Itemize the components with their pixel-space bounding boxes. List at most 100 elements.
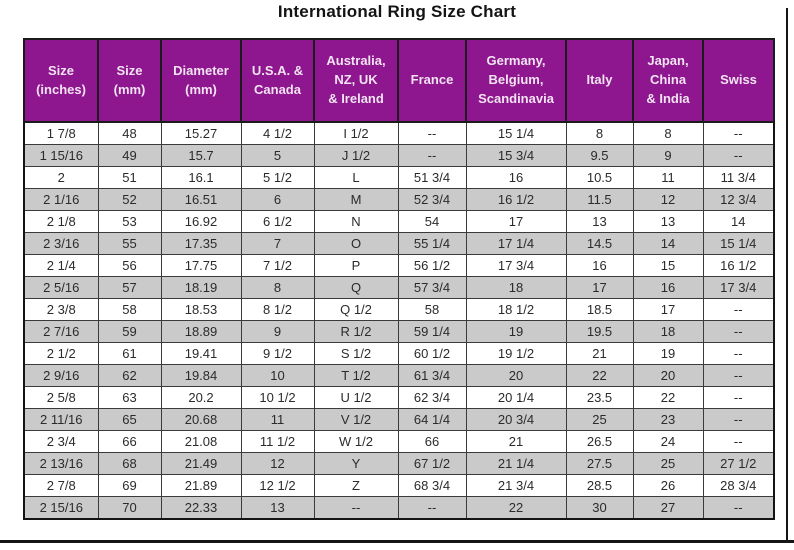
table-row: 2 7/16 59 18.89 9 R 1/2 59 1/4 19 19.5 18 -- [23,320,775,343]
table-cell: 13 [565,210,634,233]
table-cell: 17.75 [160,254,242,277]
table-cell: 21 [565,342,634,365]
table-cell: 11 [240,408,315,431]
table-cell: 62 [97,364,162,387]
table-cell: 27 1/2 [702,452,775,475]
table-row: 2 5/16 57 18.19 8 Q 57 3/4 18 17 16 17 3/4 [23,276,775,299]
table-cell: 69 [97,474,162,497]
table-cell: 56 1/2 [397,254,467,277]
table-cell: 59 1/4 [397,320,467,343]
table-cell: 59 [97,320,162,343]
table-cell: 16 [565,254,634,277]
table-cell: 18.89 [160,320,242,343]
table-cell: 51 [97,166,162,189]
table-cell: -- [702,386,775,409]
header-cell: France [397,38,467,123]
table-cell: 17 3/4 [465,254,567,277]
table-cell: 68 [97,452,162,475]
table-cell: 20 [632,364,704,387]
table-cell: R 1/2 [313,320,399,343]
header-cell: Germany, Belgium, Scandinavia [465,38,567,123]
table-cell: 19 [465,320,567,343]
table-cell: 64 1/4 [397,408,467,431]
table-cell: 20.68 [160,408,242,431]
table-cell: 2 7/8 [23,474,99,497]
table-cell: 58 [397,298,467,321]
table-cell: 22 [632,386,704,409]
table-cell: J 1/2 [313,144,399,167]
table-cell: 16.1 [160,166,242,189]
table-cell: M [313,188,399,211]
table-cell: 2 13/16 [23,452,99,475]
table-cell: 9 1/2 [240,342,315,365]
table-cell: 5 1/2 [240,166,315,189]
table-cell: 57 [97,276,162,299]
table-cell: 30 [565,496,634,520]
table-cell: 2 3/4 [23,430,99,453]
table-cell: 48 [97,121,162,145]
table-cell: 12 [632,188,704,211]
header-row: Size (inches) Size (mm) Diameter (mm) U.S.A. &… [23,38,775,123]
table-cell: 9 [632,144,704,167]
table-row: 2 1/4 56 17.75 7 1/2 P 56 1/2 17 3/4 16 15 16 1/2 [23,254,775,277]
table-cell: 18.19 [160,276,242,299]
table-cell: -- [313,496,399,520]
table-cell: 1 15/16 [23,144,99,167]
table-cell: 18 [632,320,704,343]
table-cell: 27 [632,496,704,520]
table-cell: 68 3/4 [397,474,467,497]
table-cell: -- [702,408,775,431]
table-cell: 28 3/4 [702,474,775,497]
header-cell: Italy [565,38,634,123]
table-cell: 20.2 [160,386,242,409]
table-cell: Z [313,474,399,497]
table-cell: 16 [465,166,567,189]
table-row: 2 9/16 62 19.84 10 T 1/2 61 3/4 20 22 20 -- [23,364,775,387]
table-cell: 17 3/4 [702,276,775,299]
table-cell: -- [702,430,775,453]
table-cell: 21 [465,430,567,453]
table-cell: 16 1/2 [465,188,567,211]
table-cell: 17 [565,276,634,299]
table-cell: 2 5/16 [23,276,99,299]
table-cell: 53 [97,210,162,233]
table-row: 2 1/2 61 19.41 9 1/2 S 1/2 60 1/2 19 1/2 21 19 -- [23,342,775,365]
table-row: 2 15/16 70 22.33 13 -- -- 22 30 27 -- [23,496,775,520]
table-cell: 16 [632,276,704,299]
table-cell: -- [702,121,775,145]
table-cell: 15.27 [160,121,242,145]
table-row: 2 1/8 53 16.92 6 1/2 N 54 17 13 13 14 [23,210,775,233]
header-cell: Size (inches) [23,38,99,123]
header-cell: Diameter (mm) [160,38,242,123]
table-cell: N [313,210,399,233]
table-cell: 15 3/4 [465,144,567,167]
table-cell: 14 [702,210,775,233]
table-cell: 66 [397,430,467,453]
table-cell: 61 [97,342,162,365]
table-cell: 12 [240,452,315,475]
table-cell: 2 1/16 [23,188,99,211]
table-cell: 2 7/16 [23,320,99,343]
table-cell: 61 3/4 [397,364,467,387]
table-row: 1 15/16 49 15.7 5 J 1/2 -- 15 3/4 9.5 9 -- [23,144,775,167]
table-row: 2 7/8 69 21.89 12 1/2 Z 68 3/4 21 3/4 28.5 26 28 … [23,474,775,497]
table-cell: 23.5 [565,386,634,409]
table-cell: 11 [632,166,704,189]
table-row: 2 51 16.1 5 1/2 L 51 3/4 16 10.5 11 11 3/4 [23,166,775,189]
table-cell: 10.5 [565,166,634,189]
table-cell: 52 [97,188,162,211]
table-cell: Q 1/2 [313,298,399,321]
table-cell: 14 [632,232,704,255]
table-cell: 63 [97,386,162,409]
table-cell: 17 [465,210,567,233]
table-cell: 7 [240,232,315,255]
table-cell: 52 3/4 [397,188,467,211]
table-cell: 55 [97,232,162,255]
table-cell: -- [397,121,467,145]
table-cell: -- [702,342,775,365]
table-cell: 2 1/4 [23,254,99,277]
table-cell: 22 [465,496,567,520]
table-cell: 26 [632,474,704,497]
table-cell: L [313,166,399,189]
